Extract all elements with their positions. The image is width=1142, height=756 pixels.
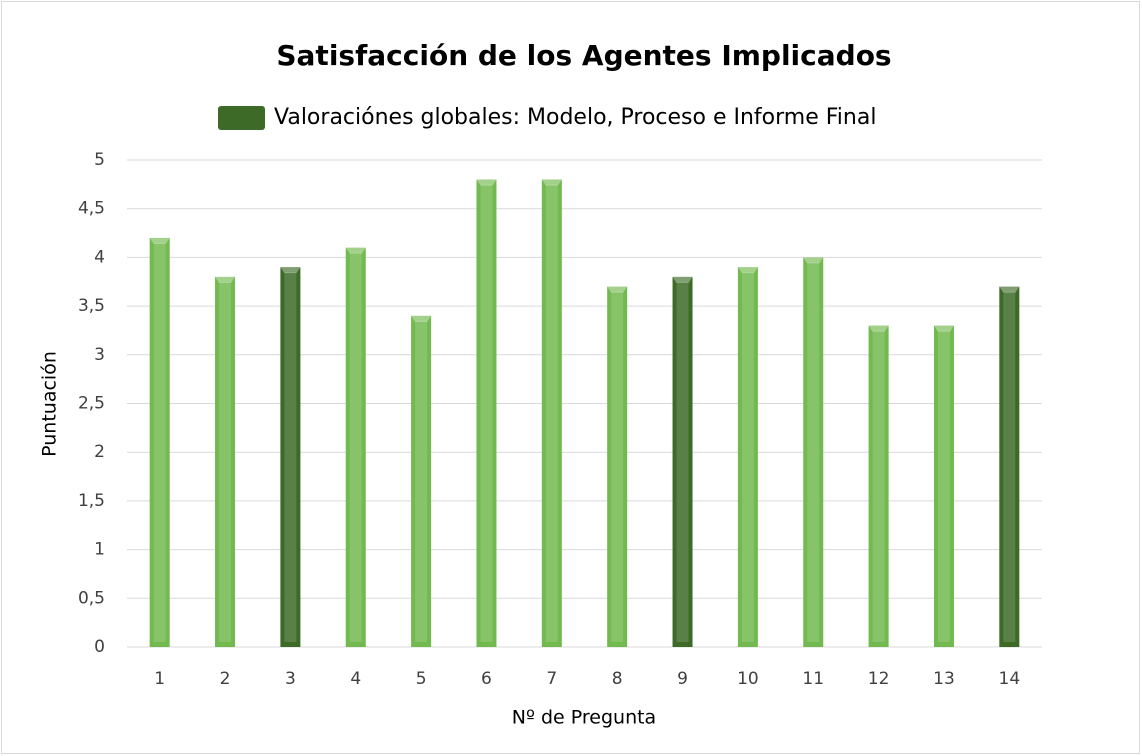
bar-highlight	[219, 281, 232, 642]
bar-highlight	[611, 291, 624, 642]
y-tick-label: 2	[94, 442, 105, 462]
x-tick-label: 4	[350, 669, 361, 689]
bar-highlight	[741, 272, 754, 642]
chart-title: Satisfacción de los Agentes Implicados	[276, 39, 891, 72]
bar-bevel	[476, 179, 497, 186]
x-tick-label: 6	[481, 669, 492, 689]
x-tick-label: 12	[868, 669, 890, 689]
bar	[149, 237, 170, 648]
bar-bevel	[672, 276, 693, 283]
bar-highlight	[349, 252, 362, 642]
bar	[933, 325, 954, 647]
bar-highlight	[676, 281, 689, 642]
y-tick-label: 3,5	[78, 296, 105, 316]
bar	[345, 247, 366, 647]
y-tick-label: 0	[94, 637, 105, 657]
y-tick-label: 4,5	[78, 199, 105, 219]
bar	[607, 286, 628, 647]
bar-bevel	[541, 179, 562, 186]
bar-highlight	[937, 330, 950, 642]
bar-highlight	[153, 242, 166, 643]
bar	[411, 315, 432, 647]
x-tick-label: 11	[802, 669, 824, 689]
bar-highlight	[415, 320, 428, 642]
bar-bevel	[737, 267, 758, 274]
x-tick-label: 2	[220, 669, 231, 689]
x-tick-label: 3	[285, 669, 296, 689]
bar-highlight	[1003, 291, 1016, 642]
bar	[280, 267, 301, 647]
y-tick-label: 4	[94, 247, 105, 267]
x-tick-label: 10	[737, 669, 759, 689]
x-axis-label: Nº de Pregunta	[512, 707, 656, 729]
x-tick-label: 5	[416, 669, 427, 689]
bar-highlight	[284, 272, 297, 642]
bar-highlight	[545, 184, 558, 643]
y-tick-label: 2,5	[78, 394, 105, 414]
bar-bevel	[280, 267, 301, 274]
bar-bevel	[803, 257, 824, 264]
bar-bevel	[999, 286, 1020, 293]
bar-bevel	[149, 237, 170, 244]
bar-bevel	[411, 315, 432, 322]
bar	[868, 325, 889, 647]
bar-highlight	[807, 262, 820, 642]
bar-bevel	[607, 286, 628, 293]
y-tick-label: 1	[94, 540, 105, 560]
bar-bevel	[345, 247, 366, 254]
x-tick-label: 7	[546, 669, 557, 689]
y-tick-label: 0,5	[78, 588, 105, 608]
bar	[215, 276, 236, 647]
x-tick-label: 9	[677, 669, 688, 689]
bar	[541, 179, 562, 648]
legend-swatch	[218, 106, 265, 130]
x-tick-label: 1	[154, 669, 165, 689]
bar-bevel	[933, 325, 954, 332]
x-tick-label: 14	[999, 669, 1021, 689]
bar	[999, 286, 1020, 647]
y-axis-label: Puntuación	[39, 351, 61, 457]
bar	[476, 179, 497, 648]
bar-bevel	[868, 325, 889, 332]
y-tick-label: 1,5	[78, 491, 105, 511]
bar-bevel	[215, 276, 236, 283]
bar-highlight	[480, 184, 493, 643]
y-tick-label: 5	[94, 150, 105, 170]
legend-label: Valoraciónes globales: Modelo, Proceso e…	[274, 105, 876, 130]
x-tick-label: 8	[612, 669, 623, 689]
y-tick-label: 3	[94, 345, 105, 365]
x-tick-label: 13	[933, 669, 955, 689]
bar	[672, 276, 693, 647]
bar	[803, 257, 824, 647]
bar	[737, 267, 758, 647]
bar-highlight	[872, 330, 885, 642]
